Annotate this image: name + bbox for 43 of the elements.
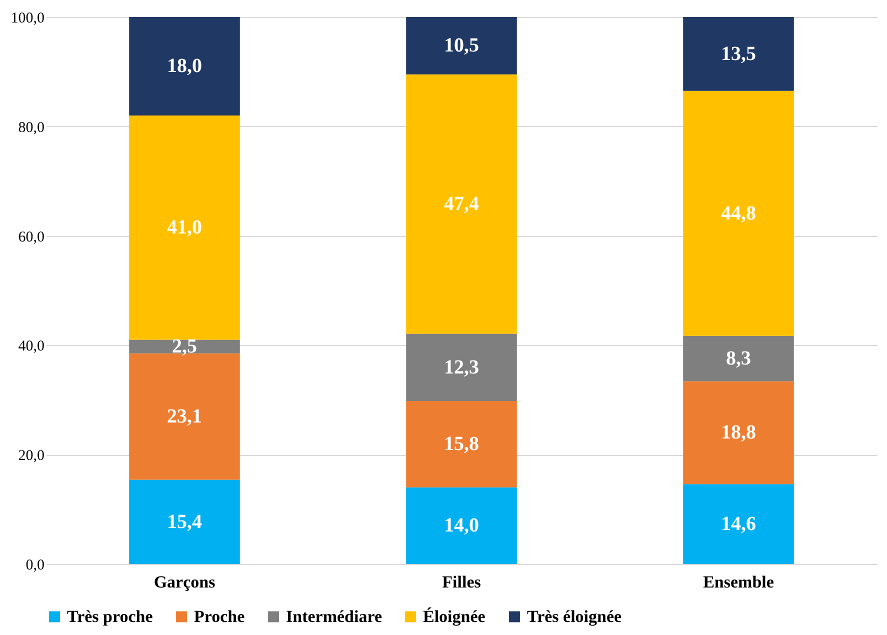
bar <box>683 336 794 382</box>
data-label: 12,3 <box>444 356 479 378</box>
bar <box>406 400 517 488</box>
y-tick-label: 60,0 <box>18 229 44 246</box>
y-tick-label: 0,0 <box>26 558 44 574</box>
data-label: 15,8 <box>444 433 479 456</box>
x-tick-label: Garçons <box>154 572 216 592</box>
bar <box>129 17 240 116</box>
bar <box>683 381 794 484</box>
data-label: 44,8 <box>721 202 756 224</box>
data-label: 2,5 <box>172 336 197 358</box>
data-label: 8,3 <box>726 348 751 370</box>
bar <box>406 17 517 74</box>
y-tick-label: 80,0 <box>18 120 44 136</box>
data-label: 14,0 <box>444 514 479 537</box>
data-label: 47,4 <box>444 193 479 216</box>
data-label: 41,0 <box>167 216 202 239</box>
data-label: 18,8 <box>721 422 756 444</box>
bar <box>406 74 517 334</box>
data-label: 15,4 <box>167 510 202 533</box>
x-tick-label: Filles <box>442 572 482 592</box>
legend-label: Intermédiare <box>286 606 382 626</box>
data-label: 10,5 <box>444 34 479 57</box>
bar <box>129 340 240 354</box>
bar <box>683 17 794 91</box>
bar <box>683 484 794 564</box>
y-tick-label: 100,0 <box>10 10 44 26</box>
data-label: 14,6 <box>721 513 756 536</box>
data-label: 13,5 <box>721 42 756 65</box>
data-label: 23,1 <box>167 406 202 428</box>
y-tick-label: 40,0 <box>18 338 44 355</box>
bar <box>129 480 240 564</box>
bar <box>129 115 240 340</box>
bar <box>683 90 794 336</box>
legend-label: Proche <box>194 606 246 626</box>
bar <box>406 487 517 564</box>
y-tick-label: 20,0 <box>18 448 44 464</box>
data-label: 18,0 <box>167 55 202 78</box>
legend-label: Éloignée <box>423 606 486 626</box>
bar <box>406 334 517 401</box>
legend-label: Très proche <box>67 606 154 626</box>
legend-label: Très éloignée <box>527 606 622 626</box>
x-tick-label: Ensemble <box>703 572 774 592</box>
